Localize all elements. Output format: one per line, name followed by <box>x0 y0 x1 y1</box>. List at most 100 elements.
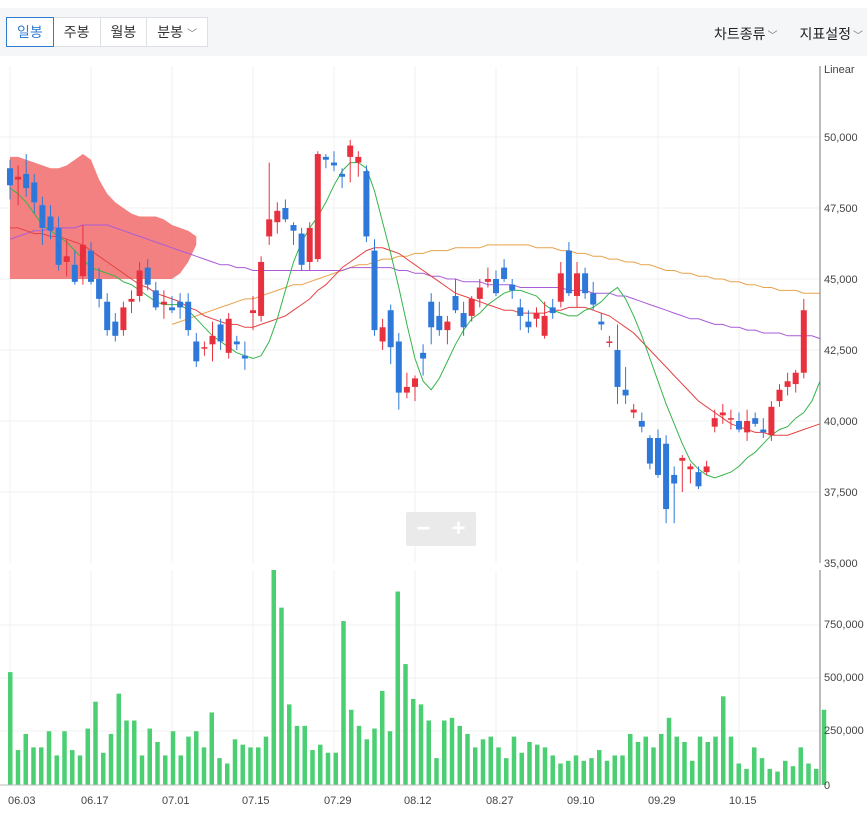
volume-bar <box>527 742 532 785</box>
volume-bar <box>604 760 610 785</box>
candle-body <box>703 466 710 473</box>
candle-body <box>525 321 532 328</box>
volume-bar <box>411 699 416 785</box>
volume-bars <box>8 570 827 785</box>
candle-body <box>355 156 362 163</box>
chevron-down-icon: ﹀ <box>187 29 198 40</box>
indicator-settings-dropdown[interactable]: 지표설정 ﹀ <box>799 24 863 44</box>
candle-body <box>792 372 799 385</box>
time-tick-label: 06.03 <box>8 795 36 807</box>
price-tick-label: 45,000 <box>824 274 858 286</box>
candle-body <box>784 381 791 387</box>
volume-bar <box>209 712 214 785</box>
candle-body <box>63 256 70 262</box>
volume-bar <box>573 755 579 785</box>
chart-grid <box>0 66 820 785</box>
volume-bar <box>333 752 338 785</box>
volume-bar <box>8 672 13 785</box>
volume-bar <box>775 771 780 785</box>
candle-body <box>39 205 46 228</box>
chevron-down-icon: ﹀ <box>767 31 778 42</box>
period-monthly-button[interactable]: 월봉 <box>100 17 148 47</box>
candle-body <box>744 421 751 433</box>
time-tick-label: 09.29 <box>648 795 676 807</box>
volume-bar <box>635 742 641 785</box>
zoom-out-button[interactable]: − <box>416 515 431 542</box>
volume-bar <box>457 725 462 785</box>
candle-body <box>193 341 200 362</box>
candle-body <box>444 321 451 331</box>
volume-bar <box>15 750 21 785</box>
volume-bar <box>542 747 548 785</box>
volume-bar <box>736 763 741 785</box>
candle-body <box>387 310 394 348</box>
time-tick-label: 10.15 <box>729 795 757 807</box>
period-minute-button[interactable]: 분봉 ﹀ <box>147 17 209 47</box>
volume-bar <box>535 744 540 785</box>
candle-body <box>493 279 499 294</box>
candle-body <box>582 273 589 294</box>
volume-bar <box>387 731 393 785</box>
candle-body <box>96 279 103 299</box>
period-weekly-button[interactable]: 주봉 <box>53 17 101 47</box>
indicator-settings-label: 지표설정 <box>799 26 851 42</box>
volume-bar <box>651 747 656 785</box>
candle-body <box>533 313 540 319</box>
zoom-in-button[interactable]: + <box>451 515 466 542</box>
candle-body <box>403 386 410 393</box>
chart-type-dropdown[interactable]: 차트종류 ﹀ <box>714 24 778 44</box>
candle-body <box>201 347 208 349</box>
volume-bar <box>821 709 827 785</box>
candle-body <box>501 267 508 279</box>
candle-body <box>549 307 556 314</box>
candle-body <box>638 421 645 427</box>
candle-body <box>687 466 694 470</box>
period-selector: 일봉 주봉 월봉 분봉 ﹀ <box>6 17 209 47</box>
volume-bar <box>395 591 400 785</box>
volume-bar <box>325 752 331 785</box>
period-monthly-label: 월봉 <box>110 24 137 40</box>
volume-bar <box>566 760 571 785</box>
volume-bar <box>77 755 83 785</box>
volume-bar <box>232 739 238 785</box>
volume-bar <box>519 752 524 785</box>
volume-bar <box>155 742 160 785</box>
volume-bar <box>798 747 803 785</box>
candle-body <box>565 250 572 294</box>
candle-body <box>88 250 94 282</box>
candle-body <box>695 472 702 487</box>
candle-body <box>250 310 256 314</box>
volume-bar <box>814 768 819 785</box>
period-daily-label: 일봉 <box>17 24 43 40</box>
candle-body <box>282 208 289 220</box>
candle-body <box>217 324 224 342</box>
candle-body <box>655 438 661 475</box>
ma20-line <box>10 227 821 436</box>
candle-body <box>484 279 491 282</box>
volume-bar <box>728 736 734 785</box>
volume-bar <box>511 736 517 785</box>
time-tick-label: 08.12 <box>404 795 432 807</box>
scale-label: Linear <box>824 64 855 76</box>
candle-body <box>347 145 354 157</box>
candle-body <box>509 284 516 291</box>
candle-body <box>363 171 370 237</box>
candle-body <box>71 264 78 282</box>
volume-bar <box>85 728 90 785</box>
candle-body <box>727 418 734 420</box>
price-tick-label: 42,500 <box>824 345 858 357</box>
time-tick-label: 07.29 <box>324 795 352 807</box>
volume-bar <box>759 758 765 785</box>
candle-body <box>541 315 548 336</box>
volume-bar <box>380 690 385 785</box>
volume-bar <box>39 747 44 785</box>
period-daily-button[interactable]: 일봉 <box>6 17 54 47</box>
volume-bar <box>480 739 486 785</box>
volume-bar <box>465 733 470 785</box>
candle-body <box>412 378 418 387</box>
volume-bar <box>403 664 408 785</box>
candle-body <box>630 409 637 413</box>
volume-bar <box>659 733 664 785</box>
volume-tick-label: 250,000 <box>824 725 864 737</box>
